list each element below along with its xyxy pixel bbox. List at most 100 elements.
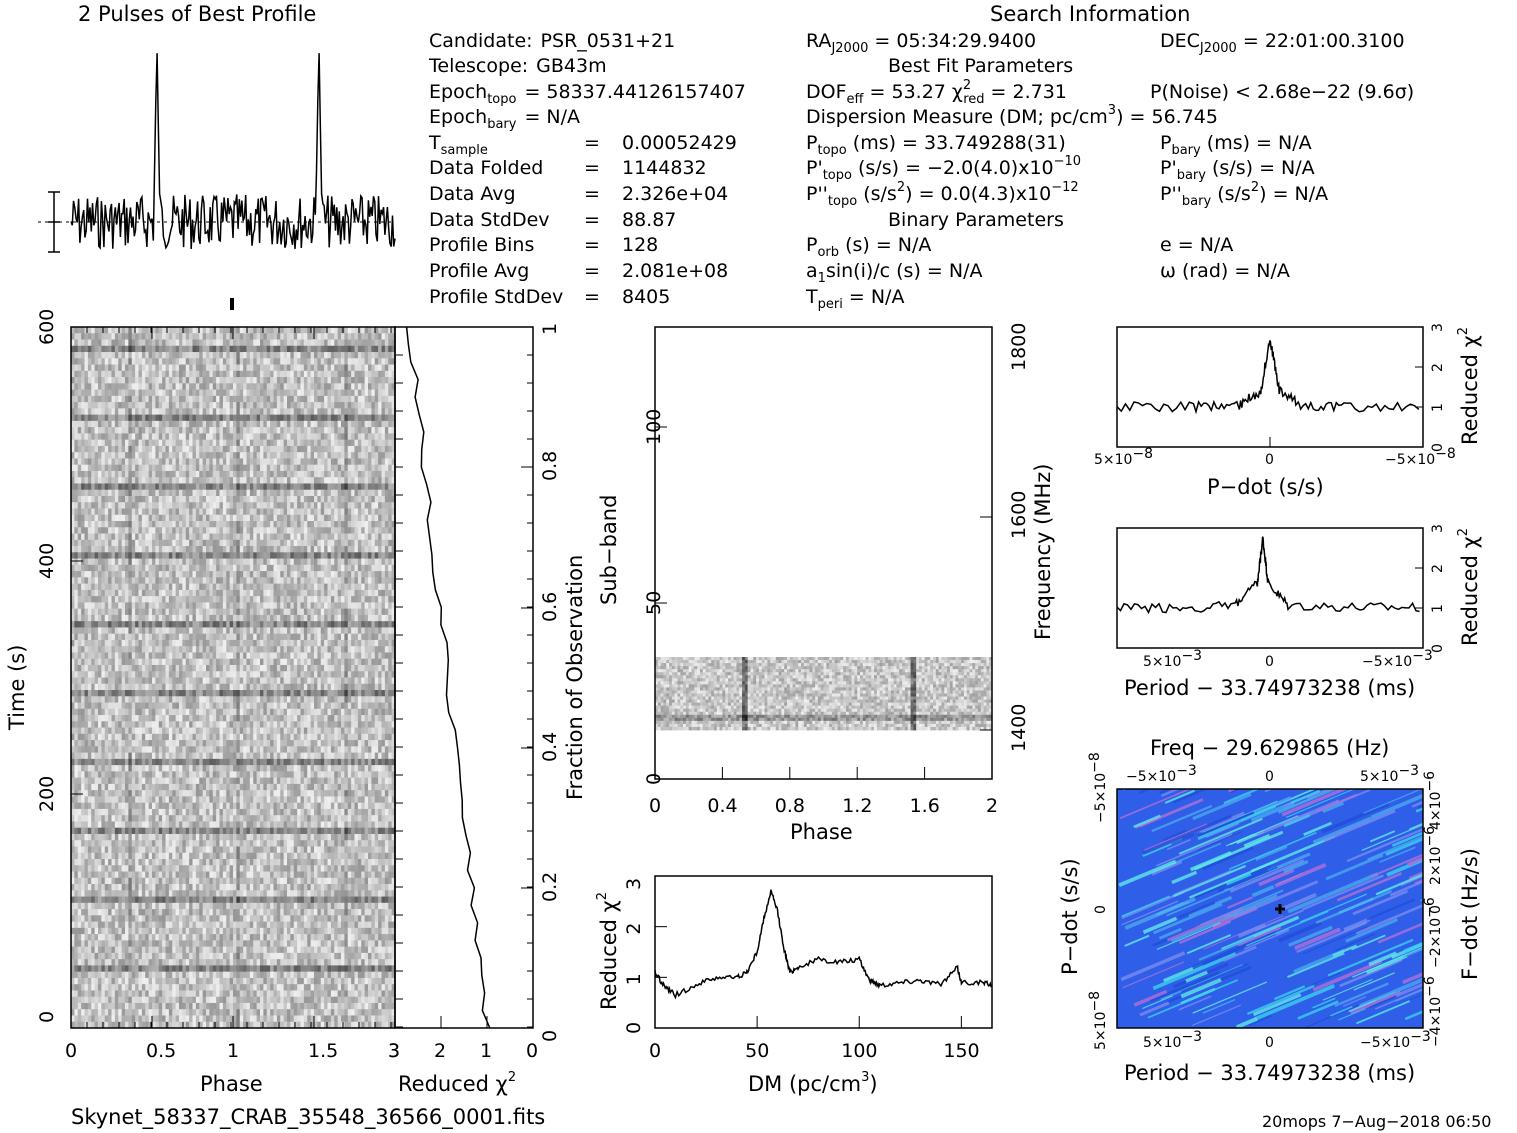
x-tick-label: 1.5: [308, 1040, 338, 1062]
info-row: Profile StdDev = 8405: [429, 286, 670, 308]
y-tick-label: 3: [1430, 524, 1446, 533]
y-tick-label: 600: [36, 309, 58, 345]
info-row: Data Folded = 1144832: [429, 157, 707, 179]
footer-filename: Skynet_58337_CRAB_35548_36566_0001.fits: [71, 1105, 545, 1130]
footer-stamp: 20mops 7−Aug−2018 06:50: [1262, 1112, 1491, 1131]
info-right-block: RAJ2000 = 05:34:29.9400 DECJ2000 = 22:01…: [805, 30, 1414, 313]
y-tick-label: 0: [1430, 443, 1446, 452]
x-tick-label: 1.2: [842, 795, 872, 817]
top-tick-label: 5×10−3: [1360, 763, 1419, 785]
x-tick-label: 1: [227, 1040, 239, 1062]
x-tick-label: 0: [65, 1040, 77, 1062]
svg-text:Porb (s) = N/A: Porb (s) = N/A: [806, 234, 931, 261]
y-tick-label: 0.6: [539, 592, 561, 622]
info-row: Data Avg = 2.326e+04: [429, 183, 728, 205]
x-tick-label: 150: [943, 1040, 979, 1062]
top-tick-label: −5×10−3: [1126, 763, 1197, 785]
svg-text:ω (rad) = N/A: ω (rad) = N/A: [1160, 260, 1290, 282]
svg-text:P''bary (s/s2) = N/A: P''bary (s/s2) = N/A: [1160, 180, 1328, 210]
top-tick-label: 0: [1265, 769, 1274, 785]
info-row: Tsample = 0.00052429: [428, 132, 737, 158]
x-tick-label: 0.4: [707, 795, 737, 817]
y-tick-label: 0: [643, 773, 665, 785]
svg-text:Tperi = N/A: Tperi = N/A: [805, 286, 904, 313]
info-heading: Search Information: [990, 2, 1190, 26]
x-tick-label: 0: [649, 1040, 661, 1062]
y-tick-label: 100: [643, 409, 665, 445]
left-tick-label: −5×10−8: [1087, 752, 1109, 823]
y-tick-label: 400: [36, 543, 58, 579]
y-tick-label: 0: [1430, 644, 1446, 653]
best-fit-marker: [1275, 904, 1285, 914]
y-tick-label: 0: [623, 1022, 645, 1034]
y-tick-label: 2: [1430, 363, 1446, 372]
y-tick-label: 0: [36, 1011, 58, 1023]
x-tick-label: 1: [480, 1040, 492, 1062]
svg-text:RAJ2000 = 05:34:29.9400: RAJ2000 = 05:34:29.9400: [806, 30, 1036, 57]
info-row: Epochbary = N/A: [429, 106, 580, 132]
x-tick-label: 100: [841, 1040, 877, 1062]
y-tick-label: 2: [623, 923, 645, 935]
info-row: Profile Bins = 128: [429, 234, 658, 256]
left-tick-label: 5×10−8: [1087, 991, 1109, 1050]
svg-text:e = N/A: e = N/A: [1160, 234, 1233, 256]
x-tick-label: 1.6: [910, 795, 940, 817]
profile-plot: [38, 53, 396, 253]
svg-text:DECJ2000 = 22:01:00.3100: DECJ2000 = 22:01:00.3100: [1160, 30, 1405, 57]
info-row: Data StdDev = 88.87: [429, 209, 676, 231]
svg-text:a1sin(i)/c (s) = N/A: a1sin(i)/c (s) = N/A: [806, 260, 982, 286]
phase-marker: [230, 298, 234, 310]
y-tick-label: 1: [539, 323, 561, 335]
right-tick-label: 4×10−6: [1422, 771, 1444, 830]
x-tick-label: 0: [1265, 654, 1274, 670]
bottom-tick-label: 0: [1265, 1035, 1274, 1051]
chi2-time-plot: 3 2 1 000.20.40.60.81 Reduced χ2 Fraction o…: [388, 323, 587, 1096]
x-tick-label: −5×10−3: [1362, 648, 1433, 670]
p-pdot-plane: −5×10−3 0 5×10−3 5×10−3 0 −5×10−3 −5×10−8 0 5×10…: [1058, 736, 1482, 1085]
x-tick-label: 3: [388, 1040, 400, 1062]
profile-line: [70, 53, 396, 250]
x-tick-label: 0: [526, 1040, 538, 1062]
svg-text:P'bary (s/s) = N/A: P'bary (s/s) = N/A: [1160, 157, 1315, 184]
right-tick-label: 0: [1428, 905, 1444, 914]
y-tick-label: 0: [539, 1030, 561, 1042]
x-tick-label: 50: [745, 1040, 769, 1062]
freq-tick-label: 1800: [1008, 323, 1030, 371]
svg-text:Ptopo (ms) = 33.749288(31): Ptopo (ms) = 33.749288(31): [806, 132, 1066, 159]
svg-text:Best Fit Parameters: Best Fit Parameters: [888, 55, 1073, 77]
bottom-tick-label: 5×10−3: [1143, 1029, 1202, 1051]
right-tick-label: 2×10−6: [1422, 826, 1444, 885]
y-tick-label: 3: [623, 878, 645, 890]
svg-text:Binary Parameters: Binary Parameters: [888, 209, 1064, 231]
profile-title: 2 Pulses of Best Profile: [78, 2, 316, 26]
y-tick-label: 50: [643, 591, 665, 615]
bottom-tick-label: −5×10−3: [1360, 1029, 1431, 1051]
y-tick-label: 1: [1430, 403, 1446, 412]
x-tick-label: 0: [1265, 452, 1274, 468]
x-tick-label: 5×10−3: [1143, 648, 1202, 670]
svg-text:Dispersion Measure (DM; pc/cm3: Dispersion Measure (DM; pc/cm3) = 56.745: [806, 103, 1218, 128]
y-tick-label: 0.4: [539, 732, 561, 762]
x-tick-label: 0.8: [775, 795, 805, 817]
info-row: Epochtopo = 58337.44126157407: [429, 81, 746, 107]
x-tick-label: 2: [434, 1040, 446, 1062]
svg-text:Pbary (ms) = N/A: Pbary (ms) = N/A: [1160, 132, 1312, 159]
y-tick-label: 1: [623, 973, 645, 985]
x-tick-label: 0: [649, 795, 661, 817]
freq-tick-label: 1600: [1008, 491, 1030, 539]
freq-tick-label: 1400: [1008, 704, 1030, 752]
info-row: Candidate: PSR_0531+21: [429, 30, 675, 52]
x-tick-label: 5×10−8: [1094, 446, 1153, 468]
y-tick-label: 2: [1430, 564, 1446, 573]
y-tick-label: 0.2: [539, 872, 561, 902]
x-tick-label: 3: [388, 1040, 400, 1062]
info-row: Telescope: GB43m: [428, 55, 607, 77]
x-tick-label: 0.5: [146, 1040, 176, 1062]
y-tick-label: 200: [36, 776, 58, 812]
